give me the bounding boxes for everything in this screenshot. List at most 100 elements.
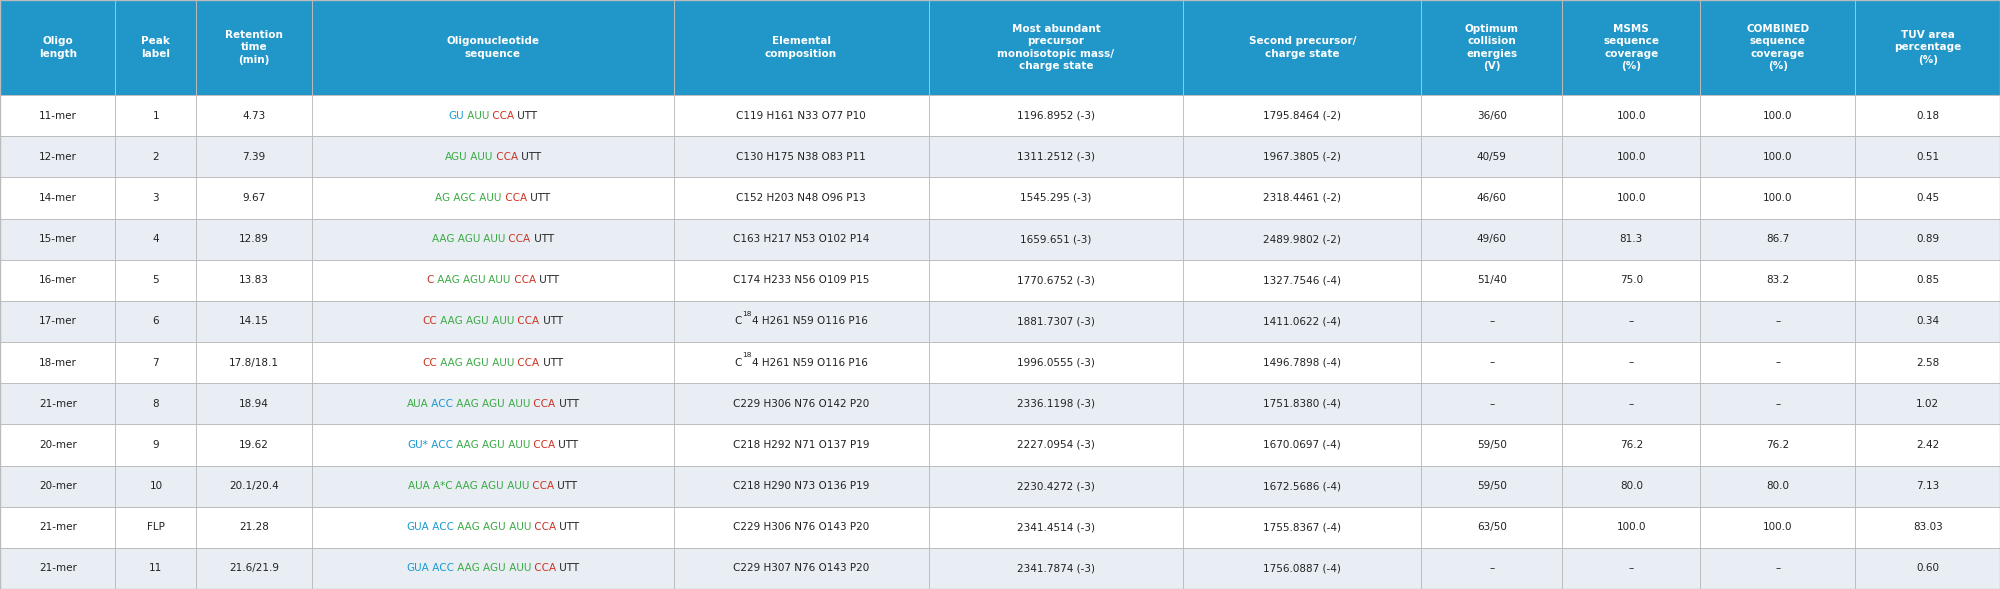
Bar [116, 260, 196, 301]
Bar [1422, 548, 1562, 589]
Text: UTT: UTT [556, 522, 580, 532]
Text: 0.60: 0.60 [1916, 564, 1940, 574]
Bar [116, 507, 196, 548]
Text: GU*: GU* [408, 440, 428, 450]
Text: AUA: AUA [406, 399, 428, 409]
Bar [0, 548, 2000, 589]
Text: 20-mer: 20-mer [38, 481, 76, 491]
Bar [1184, 301, 1422, 342]
Text: C119 H161 N33 O77 P10: C119 H161 N33 O77 P10 [736, 111, 866, 121]
Text: Optimum
collision
energies
(V): Optimum collision energies (V) [1464, 24, 1518, 71]
Bar [928, 548, 1184, 589]
Bar [1562, 465, 1700, 507]
Bar [1184, 177, 1422, 219]
Text: C218 H292 N71 O137 P19: C218 H292 N71 O137 P19 [732, 440, 870, 450]
Text: 2227.0954 (-3): 2227.0954 (-3) [1018, 440, 1094, 450]
Text: 75.0: 75.0 [1620, 275, 1642, 285]
Text: AUU: AUU [490, 316, 514, 326]
Bar [1422, 342, 1562, 383]
Text: UTT: UTT [556, 440, 578, 450]
Text: CCA: CCA [492, 152, 518, 162]
Text: 5: 5 [152, 275, 160, 285]
Text: 2341.4514 (-3): 2341.4514 (-3) [1016, 522, 1094, 532]
Text: 0.85: 0.85 [1916, 275, 1940, 285]
Bar [1422, 465, 1562, 507]
Text: 7.13: 7.13 [1916, 481, 1940, 491]
Text: 2489.9802 (-2): 2489.9802 (-2) [1264, 234, 1342, 244]
Text: 7.39: 7.39 [242, 152, 266, 162]
Bar [1562, 383, 1700, 424]
Bar [1562, 342, 1700, 383]
Text: 80.0: 80.0 [1766, 481, 1790, 491]
Bar [674, 383, 928, 424]
Text: 100.0: 100.0 [1616, 522, 1646, 532]
Text: 49/60: 49/60 [1476, 234, 1506, 244]
Text: 21-mer: 21-mer [38, 399, 76, 409]
Text: Peak
label: Peak label [142, 37, 170, 59]
Text: –: – [1490, 399, 1494, 409]
Text: –: – [1776, 316, 1780, 326]
Text: –: – [1490, 564, 1494, 574]
Bar [196, 342, 312, 383]
Text: 10: 10 [150, 481, 162, 491]
Bar [1856, 383, 2000, 424]
Text: CCA: CCA [502, 193, 526, 203]
Text: 46/60: 46/60 [1476, 193, 1506, 203]
Text: 21.28: 21.28 [240, 522, 270, 532]
Bar [928, 0, 1184, 95]
Text: 81.3: 81.3 [1620, 234, 1642, 244]
Bar [1184, 383, 1422, 424]
Bar [312, 177, 674, 219]
Text: 100.0: 100.0 [1616, 152, 1646, 162]
Bar [116, 0, 196, 95]
Text: C229 H306 N76 O143 P20: C229 H306 N76 O143 P20 [732, 522, 870, 532]
Text: –: – [1628, 399, 1634, 409]
Bar [1700, 301, 1856, 342]
Bar [196, 0, 312, 95]
Text: AUU: AUU [506, 399, 530, 409]
Bar [1422, 136, 1562, 177]
Text: UTT: UTT [540, 358, 562, 368]
Bar [1856, 136, 2000, 177]
Bar [1856, 342, 2000, 383]
Bar [116, 95, 196, 136]
Bar [674, 0, 928, 95]
Text: 14.15: 14.15 [240, 316, 270, 326]
Text: 13.83: 13.83 [240, 275, 270, 285]
Bar [928, 260, 1184, 301]
Text: CCA: CCA [530, 564, 556, 574]
Bar [0, 465, 2000, 507]
Text: –: – [1628, 564, 1634, 574]
Text: AUU: AUU [486, 275, 510, 285]
Text: MSMS
sequence
coverage
(%): MSMS sequence coverage (%) [1604, 24, 1660, 71]
Text: 1: 1 [152, 111, 160, 121]
Bar [928, 219, 1184, 260]
Bar [116, 548, 196, 589]
Bar [928, 177, 1184, 219]
Bar [1422, 219, 1562, 260]
Text: GU: GU [448, 111, 464, 121]
Text: AUU: AUU [504, 481, 530, 491]
Bar [674, 424, 928, 465]
Text: AG AGC: AG AGC [436, 193, 476, 203]
Text: AAG AGU: AAG AGU [438, 316, 490, 326]
Bar [196, 219, 312, 260]
Text: CCA: CCA [506, 234, 530, 244]
Text: UTT: UTT [518, 152, 540, 162]
Text: AAG AGU: AAG AGU [454, 399, 506, 409]
Bar [674, 177, 928, 219]
Bar [312, 507, 674, 548]
Text: UTT: UTT [540, 316, 562, 326]
Bar [928, 424, 1184, 465]
Text: AAG AGU: AAG AGU [438, 358, 490, 368]
Bar [1562, 424, 1700, 465]
Text: CCA: CCA [530, 399, 556, 409]
Bar [196, 301, 312, 342]
Text: 59/50: 59/50 [1476, 481, 1506, 491]
Text: 76.2: 76.2 [1766, 440, 1790, 450]
Bar [0, 301, 116, 342]
Text: C: C [734, 316, 742, 326]
Text: 59/50: 59/50 [1476, 440, 1506, 450]
Text: AUU: AUU [506, 564, 530, 574]
Text: C: C [426, 275, 434, 285]
